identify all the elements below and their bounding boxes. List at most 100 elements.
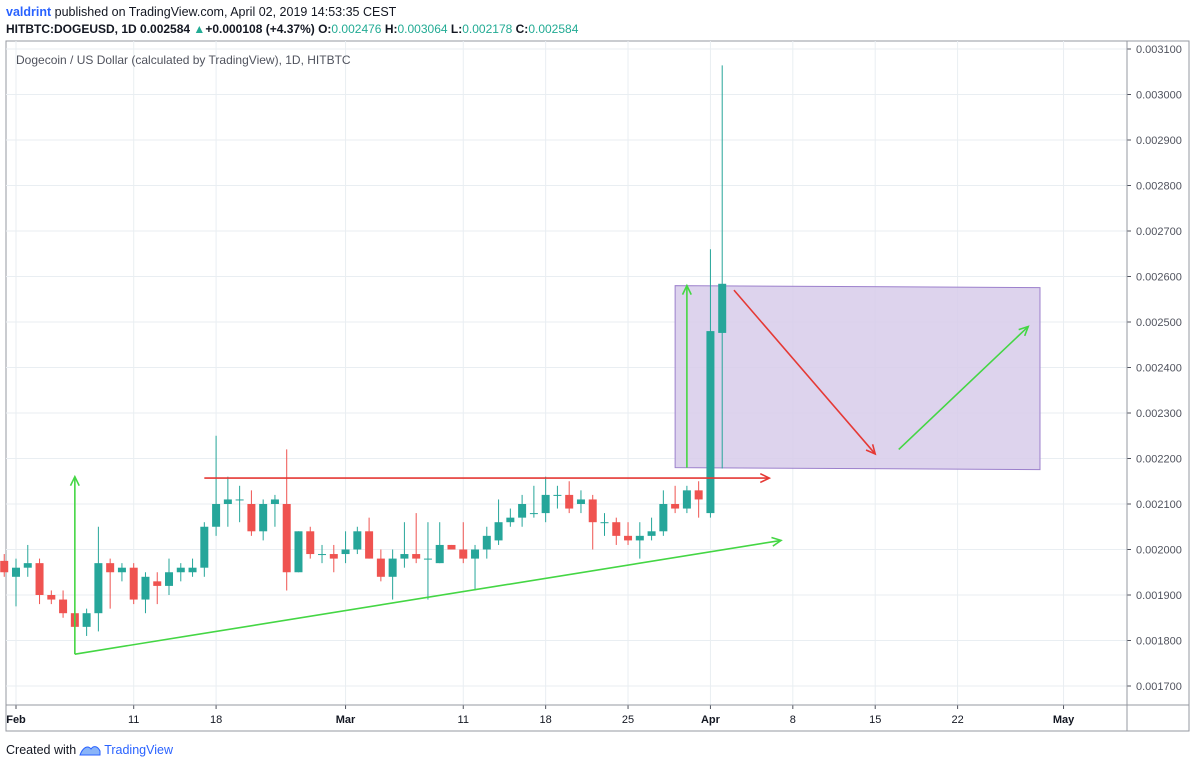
candle-body <box>0 560 9 573</box>
author-name[interactable]: valdrint <box>6 5 52 19</box>
candle-body <box>212 504 221 527</box>
y-tick-label: 0.002100 <box>1136 499 1182 511</box>
y-tick-label: 0.002500 <box>1136 317 1182 329</box>
x-tick-label: 15 <box>869 714 881 726</box>
candle-body <box>176 567 185 573</box>
candle-body <box>588 499 597 523</box>
candle-body <box>647 531 656 536</box>
candle-body <box>412 554 421 559</box>
candle-body <box>329 554 338 559</box>
x-tick-label: 11 <box>128 714 139 726</box>
close-value: 0.002584 <box>528 22 579 36</box>
candle-body <box>59 599 68 614</box>
pullback-arrow-line <box>733 289 876 455</box>
y-tick-label: 0.002200 <box>1136 454 1182 466</box>
candle-body <box>576 499 585 504</box>
candle-body <box>553 494 562 496</box>
candle-body <box>635 535 644 541</box>
low-label: L: <box>450 22 463 36</box>
y-tick-label: 0.002800 <box>1136 181 1182 193</box>
candle-body <box>365 531 374 559</box>
symbol-info: HITBTC:DOGEUSD, 1D 0.002584 ▲+0.000108 (… <box>6 22 578 36</box>
candle-body <box>129 567 138 600</box>
candle-body <box>518 504 527 518</box>
candle-body <box>435 544 444 564</box>
tradingview-logo-icon <box>79 746 101 756</box>
candle-body <box>106 563 115 573</box>
low-value: 0.002178 <box>462 22 513 36</box>
candle-body <box>706 331 715 514</box>
x-tick-label: 18 <box>540 714 552 726</box>
candle-body <box>82 613 91 627</box>
pullback-arrow-head <box>865 444 877 456</box>
x-tick-label: 11 <box>458 714 469 726</box>
candle-body <box>235 499 244 501</box>
chart-frame <box>5 40 1190 732</box>
published-text: published on TradingView.com, April 02, … <box>54 5 397 19</box>
chart-title: Dogecoin / US Dollar (calculated by Trad… <box>16 53 351 67</box>
candle-body <box>565 494 574 509</box>
candle-body <box>294 531 303 573</box>
candle-body <box>471 549 480 559</box>
x-tick-label: Feb <box>6 714 26 726</box>
support-arrow-line <box>74 539 782 655</box>
candle-body <box>353 531 362 550</box>
candle-body <box>141 576 150 600</box>
symbol: HITBTC:DOGEUSD, 1D <box>6 22 137 36</box>
impulse-arrow-apr-head <box>681 283 692 295</box>
candle-body <box>506 517 515 523</box>
candle-body <box>223 499 232 504</box>
resistance-arrow-head <box>759 472 772 484</box>
candle-body <box>671 504 680 509</box>
y-tick-label: 0.002300 <box>1136 408 1182 420</box>
candle-body <box>447 544 456 550</box>
candle-body <box>306 531 315 555</box>
x-tick-label: Mar <box>336 714 356 726</box>
y-tick-label: 0.001700 <box>1136 681 1182 693</box>
candle-body <box>188 567 197 573</box>
candle-body <box>718 283 727 333</box>
candle-body <box>94 563 103 614</box>
candle-body <box>318 554 327 556</box>
candle-body <box>541 494 550 514</box>
publish-info: valdrint published on TradingView.com, A… <box>6 5 396 19</box>
candle-body <box>423 558 432 560</box>
candle-body <box>270 499 279 504</box>
x-tick-label: 22 <box>951 714 963 726</box>
y-tick-label: 0.001900 <box>1136 590 1182 602</box>
open-value: 0.002476 <box>331 22 382 36</box>
candle-body <box>659 504 668 532</box>
candle-body <box>482 535 491 550</box>
x-tick-label: 18 <box>210 714 222 726</box>
candle-body <box>23 563 32 568</box>
y-tick-label: 0.002700 <box>1136 226 1182 238</box>
candle-body <box>247 504 256 532</box>
y-tick-label: 0.003000 <box>1136 90 1182 102</box>
candle-body <box>624 535 633 541</box>
y-tick-label: 0.002900 <box>1136 135 1182 147</box>
candle-body <box>400 554 409 559</box>
candle-body <box>682 490 691 509</box>
candle-body <box>459 549 468 559</box>
candle-body <box>282 504 291 573</box>
change-arrow-icon: ▲ <box>193 22 206 36</box>
high-value: 0.003064 <box>397 22 448 36</box>
candle-body <box>12 567 20 577</box>
y-tick-label: 0.003100 <box>1136 44 1182 56</box>
open-label: O: <box>318 22 332 36</box>
candle-body <box>388 558 397 577</box>
candle-body <box>35 563 44 595</box>
impulse-arrow-feb-head <box>69 474 80 487</box>
y-tick-label: 0.002600 <box>1136 272 1182 284</box>
y-tick-label: 0.002400 <box>1136 363 1182 375</box>
created-with-text: Created with <box>6 743 77 757</box>
candle-body <box>259 504 268 532</box>
candle-body <box>529 513 538 515</box>
tradingview-brand-link[interactable]: TradingView <box>104 743 173 757</box>
candle-body <box>153 581 162 586</box>
y-tick-label: 0.002000 <box>1136 545 1182 557</box>
last-price: 0.002584 <box>140 22 191 36</box>
x-tick-label: May <box>1053 714 1075 726</box>
footer: Created with TradingView <box>6 743 173 757</box>
